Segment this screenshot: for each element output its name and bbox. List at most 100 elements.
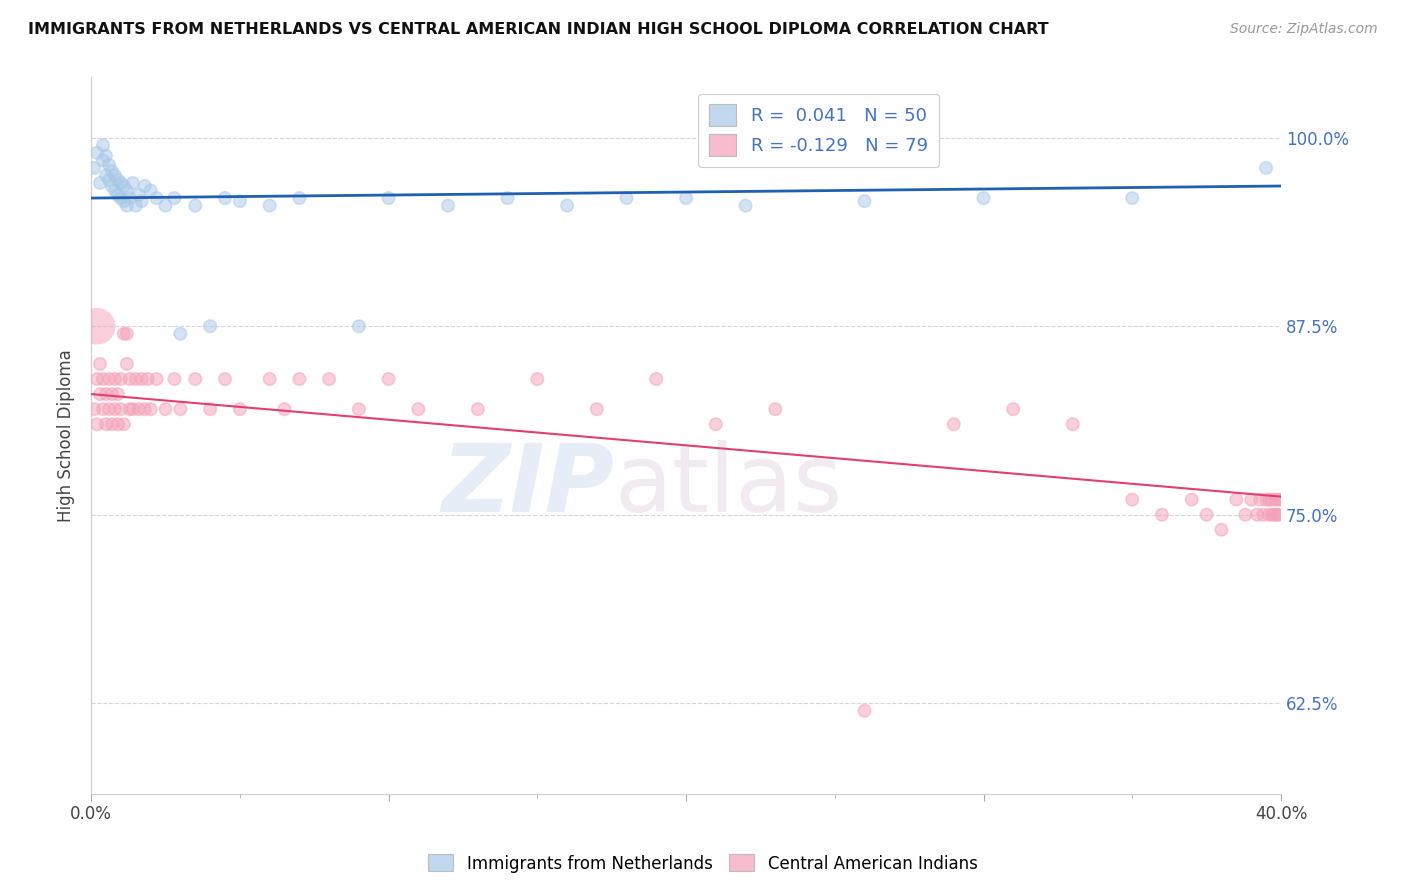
- Point: [1270, 492, 1292, 507]
- Point: [112, 326, 135, 341]
- Point: [98, 372, 121, 386]
- Point: [645, 372, 668, 386]
- Point: [616, 191, 638, 205]
- Point: [155, 199, 177, 213]
- Point: [1249, 492, 1271, 507]
- Point: [107, 417, 129, 432]
- Point: [104, 184, 127, 198]
- Point: [86, 417, 108, 432]
- Point: [318, 372, 340, 386]
- Point: [86, 319, 108, 334]
- Point: [115, 199, 138, 213]
- Point: [1254, 492, 1277, 507]
- Point: [155, 402, 177, 417]
- Text: ZIP: ZIP: [441, 440, 614, 532]
- Point: [131, 194, 153, 208]
- Point: [1267, 508, 1289, 522]
- Point: [214, 372, 236, 386]
- Point: [118, 402, 141, 417]
- Point: [1195, 508, 1218, 522]
- Point: [347, 402, 370, 417]
- Point: [89, 357, 111, 371]
- Point: [163, 191, 186, 205]
- Point: [1264, 508, 1286, 522]
- Point: [273, 402, 295, 417]
- Point: [1234, 508, 1257, 522]
- Point: [121, 176, 143, 190]
- Point: [110, 191, 132, 205]
- Point: [229, 194, 252, 208]
- Point: [259, 199, 281, 213]
- Point: [853, 704, 876, 718]
- Point: [115, 357, 138, 371]
- Point: [112, 194, 135, 208]
- Point: [98, 402, 121, 417]
- Point: [288, 191, 311, 205]
- Point: [145, 372, 167, 386]
- Point: [134, 179, 156, 194]
- Point: [1121, 191, 1143, 205]
- Point: [496, 191, 519, 205]
- Point: [91, 402, 114, 417]
- Point: [101, 164, 124, 178]
- Point: [169, 326, 191, 341]
- Point: [526, 372, 548, 386]
- Point: [198, 319, 221, 334]
- Point: [734, 199, 756, 213]
- Point: [853, 194, 876, 208]
- Point: [973, 191, 995, 205]
- Point: [1261, 492, 1284, 507]
- Legend: R =  0.041   N = 50, R = -0.129   N = 79: R = 0.041 N = 50, R = -0.129 N = 79: [699, 94, 939, 167]
- Y-axis label: High School Diploma: High School Diploma: [58, 349, 75, 522]
- Point: [89, 176, 111, 190]
- Point: [763, 402, 786, 417]
- Point: [125, 372, 148, 386]
- Point: [1181, 492, 1204, 507]
- Point: [259, 372, 281, 386]
- Point: [107, 188, 129, 202]
- Point: [1261, 508, 1284, 522]
- Point: [98, 158, 121, 172]
- Point: [118, 191, 141, 205]
- Point: [86, 372, 108, 386]
- Point: [91, 138, 114, 153]
- Point: [1258, 508, 1281, 522]
- Point: [112, 417, 135, 432]
- Point: [118, 372, 141, 386]
- Point: [107, 173, 129, 187]
- Point: [704, 417, 727, 432]
- Point: [1264, 492, 1286, 507]
- Point: [942, 417, 965, 432]
- Point: [288, 372, 311, 386]
- Point: [134, 402, 156, 417]
- Point: [163, 372, 186, 386]
- Point: [1251, 508, 1274, 522]
- Text: atlas: atlas: [614, 440, 844, 532]
- Point: [169, 402, 191, 417]
- Point: [1258, 492, 1281, 507]
- Point: [104, 372, 127, 386]
- Point: [145, 191, 167, 205]
- Point: [110, 176, 132, 190]
- Point: [675, 191, 697, 205]
- Point: [1240, 492, 1263, 507]
- Point: [1002, 402, 1025, 417]
- Point: [94, 169, 117, 183]
- Point: [1225, 492, 1247, 507]
- Point: [112, 179, 135, 194]
- Point: [101, 387, 124, 401]
- Point: [184, 199, 207, 213]
- Point: [86, 145, 108, 160]
- Point: [377, 191, 399, 205]
- Point: [128, 402, 150, 417]
- Legend: Immigrants from Netherlands, Central American Indians: Immigrants from Netherlands, Central Ame…: [422, 847, 984, 880]
- Point: [131, 372, 153, 386]
- Point: [110, 372, 132, 386]
- Point: [98, 173, 121, 187]
- Point: [91, 153, 114, 168]
- Point: [94, 149, 117, 163]
- Point: [94, 417, 117, 432]
- Point: [408, 402, 430, 417]
- Text: IMMIGRANTS FROM NETHERLANDS VS CENTRAL AMERICAN INDIAN HIGH SCHOOL DIPLOMA CORRE: IMMIGRANTS FROM NETHERLANDS VS CENTRAL A…: [28, 22, 1049, 37]
- Point: [115, 184, 138, 198]
